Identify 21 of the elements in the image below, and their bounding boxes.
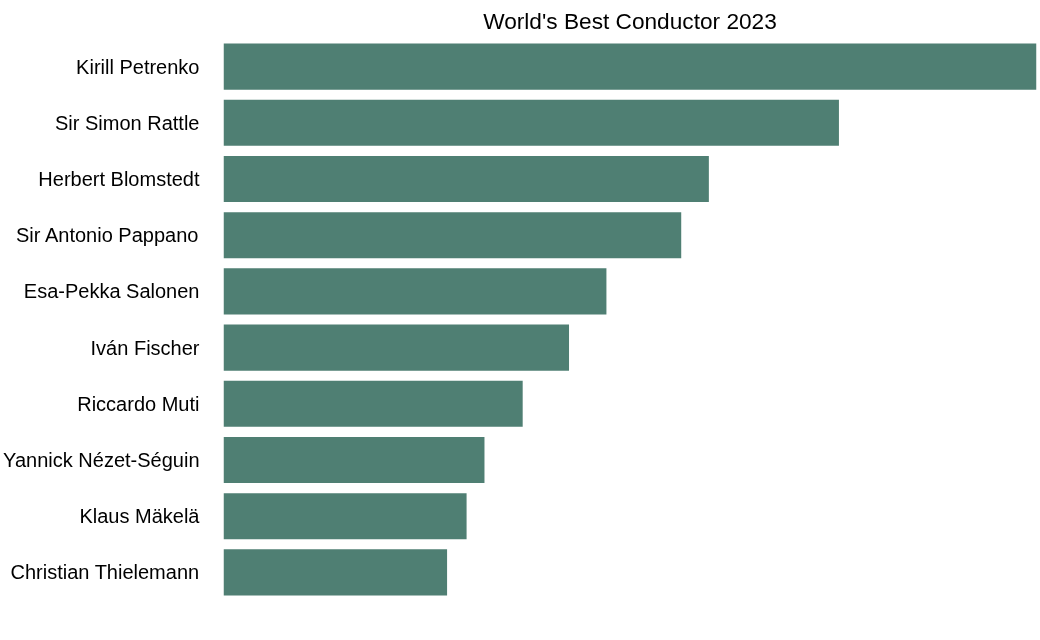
y-tick-label: Esa-Pekka Salonen [23, 280, 200, 303]
y-tick-label: Sir Antonio Pappano [16, 224, 199, 247]
bar [223, 99, 839, 146]
bar [223, 43, 1037, 90]
y-tick-label: Klaus Mäkelä [79, 505, 201, 528]
bar [223, 380, 523, 427]
bar [223, 436, 485, 484]
y-tick-label: Riccardo Muti [77, 392, 200, 415]
bar [223, 155, 709, 203]
bar [223, 549, 448, 596]
bar [223, 324, 570, 371]
bar [223, 212, 682, 259]
y-tick-label: Kirill Petrenko [76, 55, 200, 78]
y-tick-label: Christian Thielemann [10, 561, 200, 584]
y-tick-label: Sir Simon Rattle [55, 111, 200, 134]
y-tick-label: Yannick Nézet-Séguin [3, 449, 200, 471]
bar [223, 493, 467, 540]
chart-title: World's Best Conductor 2023 [483, 7, 777, 34]
y-tick-label: Herbert Blomstedt [38, 168, 200, 190]
bar [223, 268, 607, 315]
y-tick-label: Iván Fischer [90, 336, 200, 359]
